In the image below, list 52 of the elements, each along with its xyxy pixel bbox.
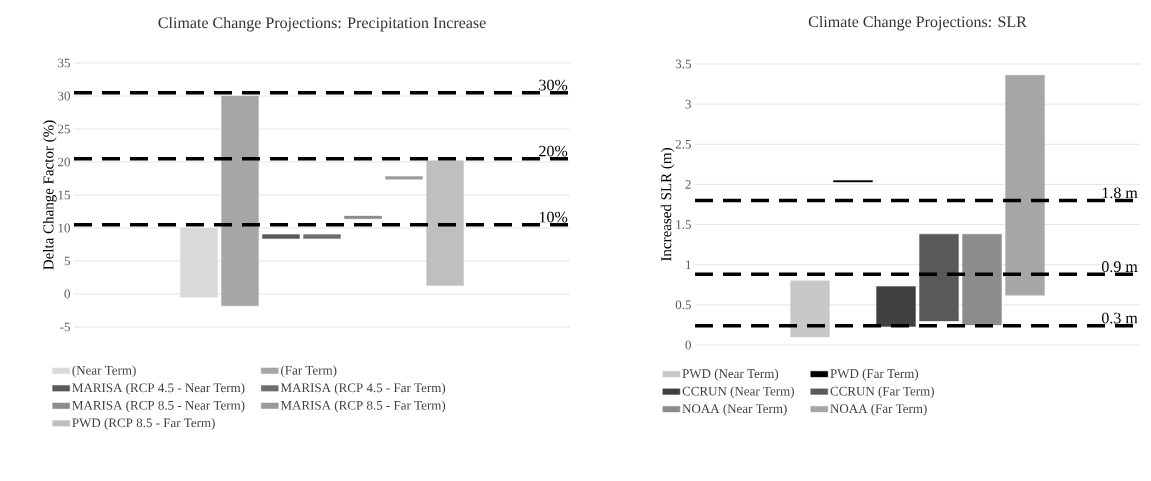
- y-tick-label: 2.5: [675, 139, 691, 149]
- legend-label: MARISA (RCP 4.5 - Far Term): [280, 383, 446, 395]
- y-tick-label: 35: [58, 58, 70, 68]
- bar: [790, 280, 830, 338]
- legend-label: NOAA (Near Term): [682, 403, 787, 416]
- bar: [876, 286, 916, 327]
- bar: [962, 234, 1002, 326]
- legend-label: MARISA (RCP 8.5 - Far Term): [280, 400, 446, 413]
- bar: [344, 215, 382, 219]
- ref-line-label: 10%: [539, 211, 568, 223]
- y-tick-label: 2: [685, 180, 691, 189]
- bar: [919, 234, 959, 322]
- bar: [180, 227, 218, 298]
- legend-label: MARISA (RCP 4.5 - Near Term): [72, 383, 245, 395]
- y-axis-title: Increased SLR (m): [660, 148, 675, 262]
- legend-label: CCRUN (Near Term): [682, 386, 794, 399]
- bar: [221, 95, 259, 307]
- y-tick-label: 0.5: [675, 300, 691, 310]
- y-tick-label: 20: [58, 157, 70, 167]
- y-tick-label: 1.5: [676, 220, 691, 229]
- legend-label: PWD (RCP 8.5 - Far Term): [72, 418, 215, 430]
- legend-label: PWD (Near Term): [682, 368, 779, 381]
- ref-line-label: 1.8 m: [1102, 187, 1138, 199]
- y-tick-label: 25: [58, 124, 70, 134]
- ref-line-label: 30%: [539, 79, 568, 91]
- y-tick-label: -5: [60, 322, 70, 332]
- y-tick-label: 0: [685, 340, 691, 350]
- bar: [426, 160, 464, 286]
- y-tick-label: 15: [58, 190, 70, 200]
- y-tick-label: 0: [64, 289, 70, 299]
- bar: [303, 234, 341, 239]
- ref-line-label: 0.9 m: [1101, 261, 1138, 273]
- ref-line-label: 0.3 m: [1101, 312, 1138, 324]
- legend-label: (Near Term): [72, 365, 136, 378]
- legend-label: NOAA (Far Term): [830, 403, 927, 416]
- legend-label: CCRUN (Far Term): [830, 386, 934, 399]
- y-tick-label: 5: [64, 256, 70, 266]
- bar: [262, 234, 300, 239]
- bar: [385, 176, 423, 180]
- ref-line-label: 20%: [539, 145, 568, 157]
- chart-title: Climate Change Projections: Precipitation Increase: [158, 16, 486, 32]
- y-tick-label: 10: [58, 223, 70, 233]
- y-tick-label: 1: [686, 260, 691, 269]
- legend-label: MARISA (RCP 8.5 - Near Term): [72, 400, 245, 413]
- y-axis-title: Delta Change Factor (%): [42, 120, 57, 270]
- chart-title: Climate Change Projections: SLR: [808, 15, 1027, 31]
- y-tick-label: 3: [685, 99, 691, 109]
- y-tick-label: 30: [58, 91, 70, 101]
- legend-label: PWD (Far Term): [830, 368, 919, 381]
- legend-label: (Far Term): [281, 365, 337, 378]
- bar: [1005, 75, 1045, 296]
- y-tick-label: 3.5: [675, 59, 691, 69]
